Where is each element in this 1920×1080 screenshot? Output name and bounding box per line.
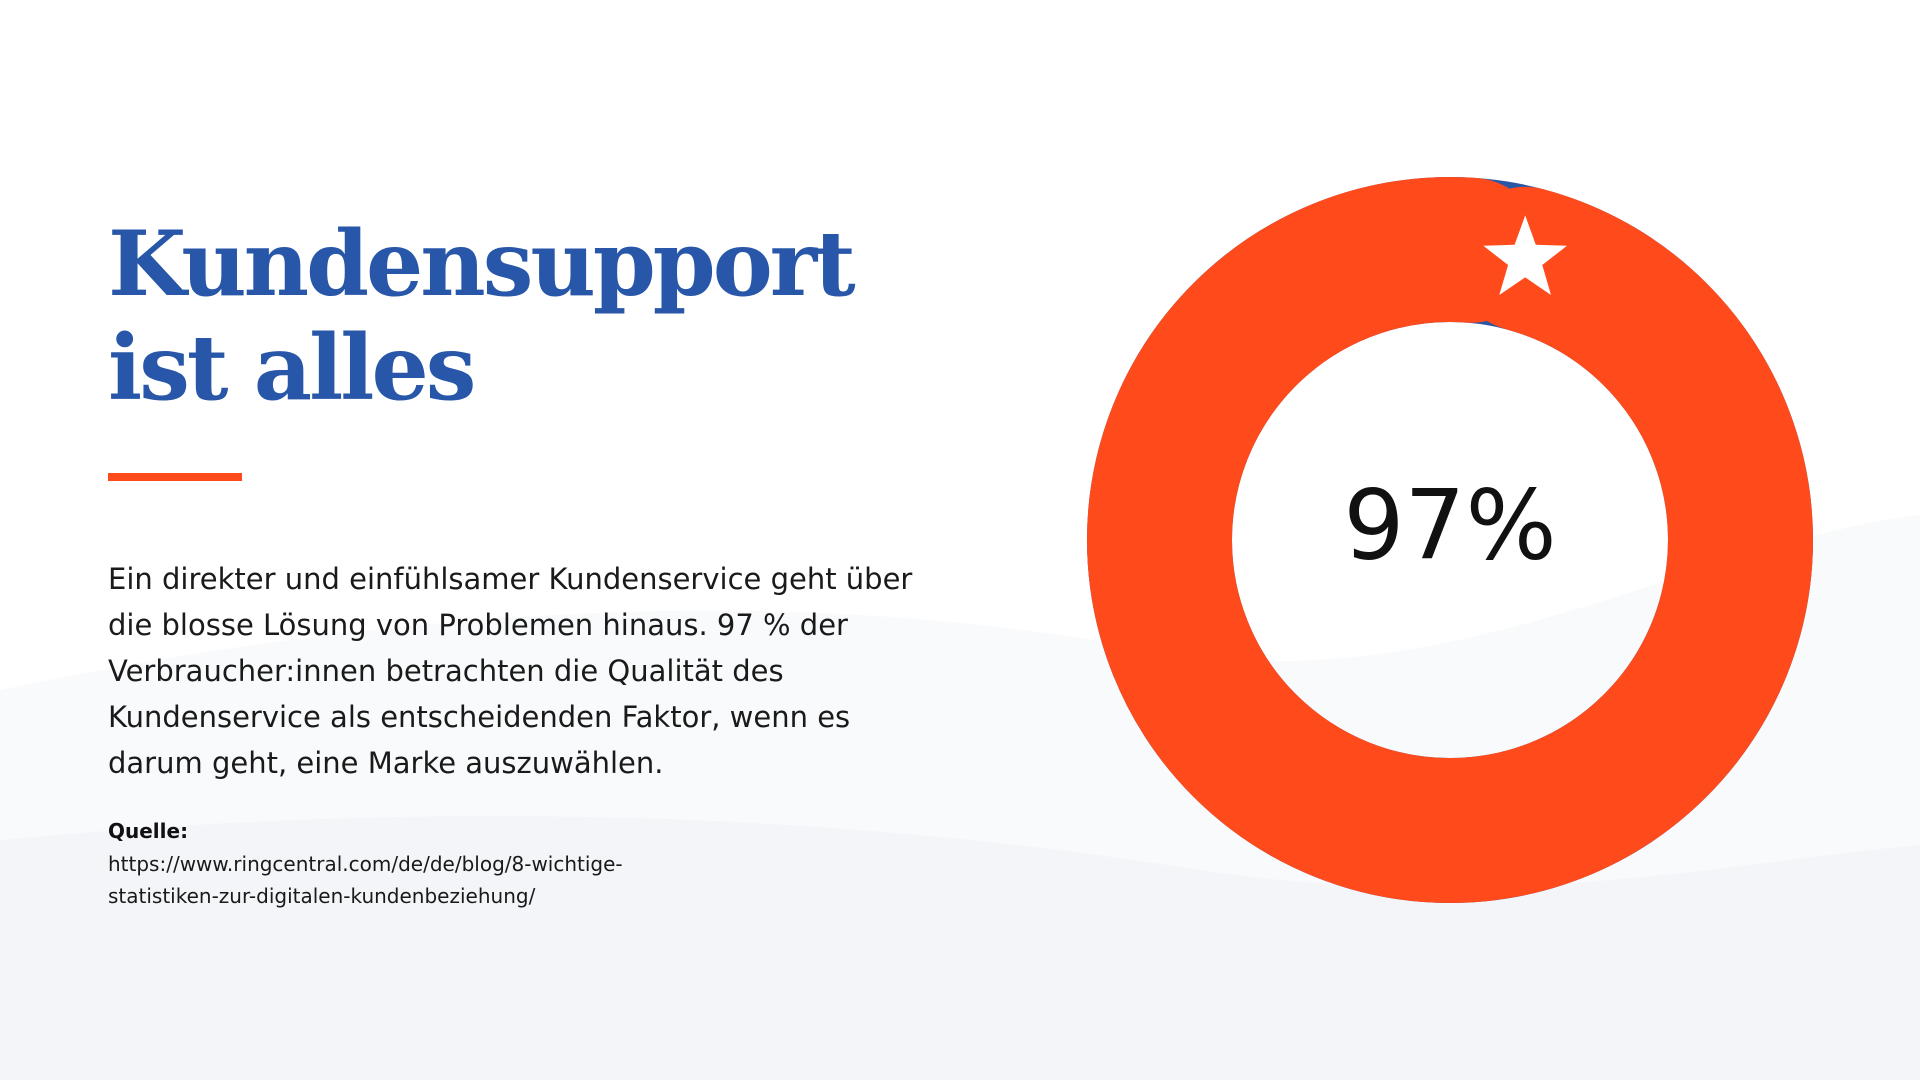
source-url-line: https://www.ringcentral.com/de/de/blog/8…	[108, 852, 623, 876]
accent-divider-bar	[108, 473, 242, 481]
body-line: Kundenservice als entscheidenden Faktor,…	[108, 700, 851, 734]
star-icon	[1483, 215, 1567, 295]
accent-divider	[108, 473, 242, 481]
source-url-line: statistiken-zur-digitalen-kundenbeziehun…	[108, 884, 536, 908]
donut-slice-main	[1087, 177, 1813, 903]
title-line: ist alles	[108, 315, 476, 421]
body-line: Verbraucher:innen betrachten die Qualitä…	[108, 654, 784, 688]
body-line: die blosse Lösung von Problemen hinaus. …	[108, 608, 848, 642]
donut-center-label: 97%	[1343, 469, 1556, 581]
body-line: Ein direkter und einfühlsamer Kundenserv…	[108, 562, 913, 596]
donut-chart: 97%	[1087, 177, 1813, 903]
body-line: darum geht, eine Marke auszuwählen.	[108, 746, 664, 780]
body-paragraph: Ein direkter und einfühlsamer Kundenserv…	[108, 556, 968, 786]
source-label: Quelle:	[108, 819, 189, 843]
source-url: https://www.ringcentral.com/de/de/blog/8…	[108, 848, 728, 912]
background-wave-lower	[0, 816, 1920, 1080]
title-line: Kundensupport	[108, 211, 856, 317]
page-title: Kundensupport ist alles	[108, 212, 868, 420]
